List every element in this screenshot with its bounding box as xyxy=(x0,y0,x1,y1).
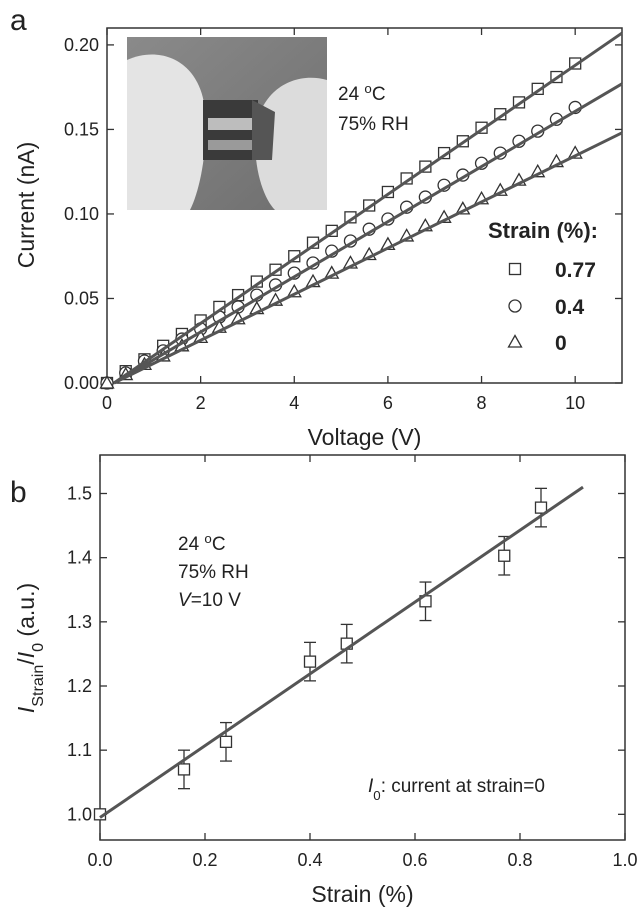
marker-circle xyxy=(508,299,522,313)
y-tick-label: 0.20 xyxy=(64,35,99,55)
y-tick-label: 1.4 xyxy=(67,548,92,568)
x-tick-label: 2 xyxy=(196,393,206,413)
marker-square xyxy=(569,57,582,70)
annotation: 24 oC xyxy=(338,81,386,106)
y-tick-label: 0.15 xyxy=(64,119,99,139)
annotation-part: 24 xyxy=(178,534,204,555)
plot-frame xyxy=(99,454,626,841)
legend-label: 0 xyxy=(555,332,567,355)
marker-square xyxy=(177,763,191,776)
x-tick-label: 0.6 xyxy=(402,850,427,870)
x-tick-label: 0.4 xyxy=(297,850,322,870)
marker-triangle xyxy=(99,375,115,389)
y-axis-label-part: / xyxy=(13,658,39,665)
y-axis-label-part: Strain xyxy=(29,665,47,707)
panel-letter: a xyxy=(10,4,27,37)
annotation-part: C xyxy=(372,84,386,105)
annotation-part: 0 xyxy=(373,788,380,803)
fit-line xyxy=(113,31,623,385)
annotation: 75% RH xyxy=(178,562,249,583)
annotation: V=10 V xyxy=(178,590,241,611)
y-axis-label-part: (a.u.) xyxy=(13,583,39,643)
x-axis-label: Strain (%) xyxy=(311,881,413,907)
marker-square xyxy=(508,262,522,276)
x-tick-label: 8 xyxy=(477,393,487,413)
fit-line xyxy=(113,82,623,385)
error-bar xyxy=(419,581,432,622)
x-tick-label: 0.0 xyxy=(87,850,112,870)
annotation-part: I xyxy=(368,776,374,797)
annotation-part: V xyxy=(178,590,193,611)
y-tick-label: 1.5 xyxy=(67,484,92,504)
panel-letter: b xyxy=(10,476,27,509)
y-tick-label: 0.05 xyxy=(64,288,99,308)
y-tick-label: 1.3 xyxy=(67,612,92,632)
marker-square xyxy=(303,655,317,668)
y-tick-label: 1.1 xyxy=(67,740,92,760)
y-axis-label-part: I xyxy=(13,706,39,713)
panel: b 0.0 0.2 0.4 0.6 0.8 1.0 1.0 1.1 1.2 1.3 1.4 1.5 Str… xyxy=(10,454,638,907)
annotation-part: =10 V xyxy=(191,590,242,611)
y-tick-label: 1.2 xyxy=(67,676,92,696)
marker-square xyxy=(419,160,432,173)
annotation: 75% RH xyxy=(338,114,409,135)
x-tick-label: 10 xyxy=(565,393,585,413)
annotation-part: o xyxy=(204,531,211,546)
x-tick-label: 4 xyxy=(289,393,299,413)
annotation-part: 75% RH xyxy=(338,114,409,135)
marker-square xyxy=(219,735,233,748)
annotation-part: C xyxy=(212,534,226,555)
legend-label: 0.4 xyxy=(555,296,585,319)
error-bar xyxy=(304,641,316,682)
x-tick-label: 0.8 xyxy=(507,850,532,870)
y-axis-label-part: I xyxy=(13,651,39,658)
x-axis-label: Voltage (V) xyxy=(308,424,422,450)
annotation: I0: current at strain=0 xyxy=(368,776,545,803)
y-tick-label: 0.10 xyxy=(64,204,99,224)
annotation-part: 75% RH xyxy=(178,562,249,583)
annotation-part: 24 xyxy=(338,84,364,105)
annotation-part: : current at strain=0 xyxy=(381,776,545,797)
marker-square xyxy=(534,501,548,514)
y-tick-label: 0.00 xyxy=(64,373,99,393)
fit-line xyxy=(113,131,623,385)
inset-photo xyxy=(127,37,327,211)
error-bar xyxy=(340,623,353,664)
legend-title: Strain (%): xyxy=(488,218,598,243)
error-bar xyxy=(220,721,232,762)
legend: Strain (%): 0.77 0.4 0 xyxy=(488,218,598,355)
y-axis-label: IStrain/I0 (a.u.) xyxy=(13,583,47,713)
plot-frame xyxy=(106,27,623,384)
x-tick-label: 1.0 xyxy=(612,850,637,870)
marker-triangle xyxy=(507,334,523,348)
x-tick-label: 6 xyxy=(383,393,393,413)
annotation-part: o xyxy=(364,81,371,96)
x-tick-label: 0 xyxy=(102,393,112,413)
y-axis-label: Current (nA) xyxy=(13,142,39,269)
y-tick-label: 1.0 xyxy=(67,804,92,824)
legend-label: 0.77 xyxy=(555,259,596,282)
x-tick-label: 0.2 xyxy=(192,850,217,870)
fit-line xyxy=(99,485,584,819)
annotation: 24 oC xyxy=(178,531,226,556)
marker-square xyxy=(498,549,511,562)
y-axis-label-part: 0 xyxy=(29,643,47,652)
